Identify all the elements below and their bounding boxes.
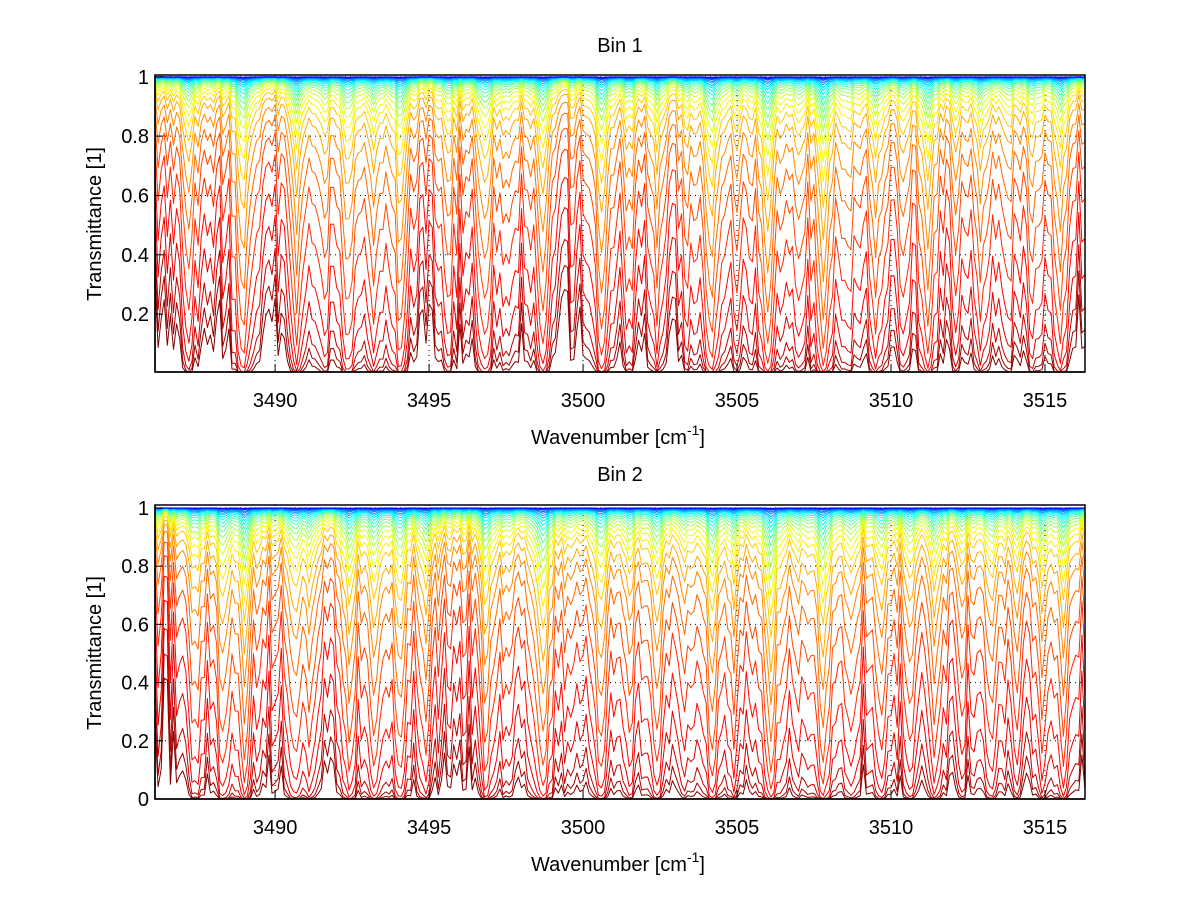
x-tick-labels: 3490 3495 3500 3505 3510 3515 <box>253 390 1067 412</box>
series-line-23 <box>154 144 1086 367</box>
y-tick-label: 0.8 <box>121 556 149 578</box>
ticks <box>154 505 1085 800</box>
series-line-14 <box>154 510 1086 567</box>
x-tick-label: 3505 <box>715 390 760 412</box>
x-tick-label: 3505 <box>715 817 760 839</box>
x-tick-label: 3495 <box>407 817 452 839</box>
x-tick-label: 3500 <box>561 390 606 412</box>
y-tick-label: 0.4 <box>121 673 149 695</box>
x-axis-label-superscript: -1 <box>687 849 700 865</box>
series-line-13 <box>154 79 1086 122</box>
series-line-21 <box>154 110 1086 321</box>
series-line-19 <box>154 93 1086 241</box>
x-tick-label: 3490 <box>253 817 298 839</box>
series-line-19 <box>154 519 1086 673</box>
y-tick-label: 1 <box>138 498 149 520</box>
series-line-15 <box>154 511 1086 580</box>
series-line-26 <box>154 627 1086 800</box>
series-line-15 <box>154 81 1086 146</box>
series-line-1 <box>154 507 1085 509</box>
y-tick-label: 1 <box>138 67 149 89</box>
subplot-bin-1: Bin 1 3490 3495 3500 3505 3510 3515 0.2 0.4 0.6… <box>84 35 1086 449</box>
series-line-14 <box>154 80 1086 132</box>
series-line-16 <box>154 512 1086 597</box>
series-line-25 <box>154 599 1086 800</box>
x-axis-label-superscript: -1 <box>687 422 700 438</box>
y-tick-labels: 0.2 0.4 0.6 0.8 1 <box>121 67 149 326</box>
series-line-17 <box>154 514 1086 616</box>
series-line-18 <box>154 88 1086 209</box>
subplot-bin-2: Bin 2 3490 3495 3500 3505 3510 3515 0 0.2 0.4 0.… <box>84 464 1086 876</box>
y-tick-label: 0.2 <box>121 304 149 326</box>
y-tick-label: 0.6 <box>121 614 149 636</box>
x-tick-label: 3495 <box>407 390 452 412</box>
series-line-25 <box>154 200 1086 373</box>
series-line-20 <box>154 524 1086 706</box>
series-group <box>154 76 1086 373</box>
series-line-12 <box>154 509 1086 547</box>
subplot-title: Bin 2 <box>597 464 643 486</box>
y-axis-label: Transmittance [1] <box>84 147 106 301</box>
y-tick-label: 0.8 <box>121 126 149 148</box>
x-axis-label-end: ] <box>699 854 705 876</box>
y-tick-labels: 0 0.2 0.4 0.6 0.8 1 <box>121 498 149 811</box>
series-line-23 <box>154 555 1086 790</box>
series-line-9 <box>154 77 1086 96</box>
series-line-17 <box>154 85 1086 183</box>
series-line-10 <box>154 508 1086 533</box>
subplot-title: Bin 1 <box>597 35 643 57</box>
x-tick-label: 3515 <box>1023 817 1068 839</box>
x-tick-label: 3510 <box>869 390 914 412</box>
series-line-10 <box>154 78 1086 101</box>
series-line-11 <box>154 509 1086 539</box>
series-line-13 <box>154 510 1086 556</box>
x-axis-label-text: Wavenumber [cm <box>531 854 687 876</box>
series-line-22 <box>154 124 1086 349</box>
x-axis-label: Wavenumber [cm-1] <box>531 422 705 449</box>
series-line-27 <box>154 653 1086 800</box>
y-tick-label: 0.6 <box>121 185 149 207</box>
x-tick-label: 3510 <box>869 817 914 839</box>
y-tick-label: 0.2 <box>121 731 149 753</box>
x-tick-labels: 3490 3495 3500 3505 3510 3515 <box>253 817 1067 839</box>
series-line-8 <box>154 508 1086 524</box>
series-line-1 <box>154 76 1085 78</box>
series-line-6 <box>154 507 1086 518</box>
series-line-24 <box>154 575 1086 798</box>
x-axis-label-end: ] <box>699 427 705 449</box>
series-line-21 <box>154 531 1086 742</box>
x-tick-label: 3515 <box>1023 390 1068 412</box>
x-tick-label: 3500 <box>561 817 606 839</box>
series-line-20 <box>154 100 1086 283</box>
series-group <box>154 507 1086 800</box>
x-tick-label: 3490 <box>253 390 298 412</box>
series-line-22 <box>154 541 1086 773</box>
y-axis-label: Transmittance [1] <box>84 576 106 730</box>
ticks <box>154 75 1085 373</box>
series-line-11 <box>154 78 1086 107</box>
y-tick-label: 0 <box>138 789 149 811</box>
series-line-16 <box>154 83 1086 163</box>
x-axis-label-text: Wavenumber [cm <box>531 427 687 449</box>
series-line-12 <box>154 79 1086 114</box>
series-line-9 <box>154 508 1086 528</box>
series-line-18 <box>154 516 1086 639</box>
y-tick-label: 0.4 <box>121 245 149 267</box>
x-axis-label: Wavenumber [cm-1] <box>531 849 705 876</box>
series-line-24 <box>154 171 1086 373</box>
